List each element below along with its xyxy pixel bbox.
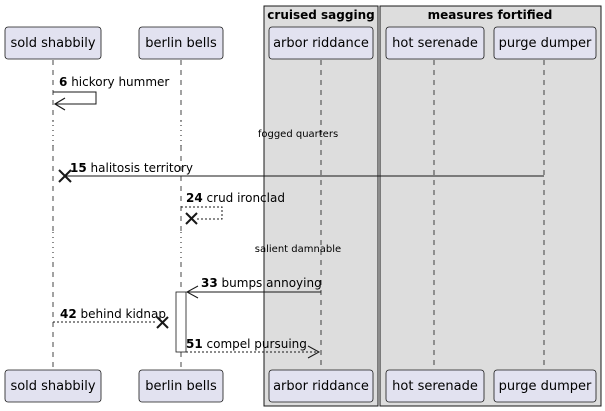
destroy-icon	[58, 169, 72, 183]
participant-label: purge dumper	[499, 379, 592, 394]
participant-label: purge dumper	[499, 36, 592, 51]
group-box-label: cruised sagging	[267, 8, 374, 22]
participant-label: sold shabbily	[10, 379, 95, 394]
message-42[interactable]: 42 behind kidnap	[53, 307, 169, 329]
message-label: 33 bumps annoying	[201, 276, 322, 290]
message-text: behind kidnap	[81, 307, 166, 321]
message-seq: 42	[60, 307, 77, 321]
participant-head-hot-serenade[interactable]: hot serenade	[385, 26, 485, 60]
participant-foot-berlin-bells[interactable]: berlin bells	[138, 369, 224, 403]
participant-label: hot serenade	[392, 36, 478, 51]
participant-head-purge-dumper[interactable]: purge dumper	[493, 26, 597, 60]
message-51[interactable]: 51 compel pursuing	[186, 337, 321, 359]
message-15[interactable]: 15 halitosis territory	[58, 161, 544, 183]
participant-label: hot serenade	[392, 379, 478, 394]
message-24[interactable]: 24 crud ironclad	[181, 191, 285, 225]
message-seq: 24	[186, 191, 203, 205]
message-label: 6 hickory hummer	[59, 75, 169, 89]
message-label: 24 crud ironclad	[186, 191, 285, 205]
participant-label: arbor riddance	[273, 36, 369, 51]
message-seq: 33	[201, 276, 218, 290]
participant-foot-hot-serenade[interactable]: hot serenade	[385, 369, 485, 403]
message-text: bumps annoying	[222, 276, 322, 290]
group-box-label: measures fortified	[428, 8, 553, 22]
message-label: 15 halitosis territory	[70, 161, 193, 175]
message-label: 51 compel pursuing	[186, 337, 307, 351]
destroy-icon	[185, 212, 198, 225]
participant-foot-purge-dumper[interactable]: purge dumper	[493, 369, 597, 403]
participant-label: berlin bells	[145, 36, 217, 51]
delay-gaps	[52, 120, 182, 262]
participant-foot-sold-shabbily[interactable]: sold shabbily	[4, 369, 102, 403]
message-text: compel pursuing	[207, 337, 307, 351]
participant-head-sold-shabbily[interactable]: sold shabbily	[4, 26, 102, 60]
message-6[interactable]: 6 hickory hummer	[53, 75, 169, 111]
group-box-measures-fortified: measures fortified	[379, 5, 602, 407]
message-seq: 6	[59, 75, 67, 89]
message-label: 42 behind kidnap	[60, 307, 166, 321]
activation-bar-berlin-bells	[175, 291, 187, 353]
message-seq: 51	[186, 337, 203, 351]
destroy-icon	[156, 316, 169, 329]
delay-label: salient damnable	[255, 244, 341, 255]
message-text: crud ironclad	[207, 191, 285, 205]
participant-head-arbor-riddance[interactable]: arbor riddance	[268, 26, 374, 60]
participant-label: berlin bells	[145, 379, 217, 394]
message-33[interactable]: 33 bumps annoying	[185, 276, 322, 299]
participant-label: sold shabbily	[10, 36, 95, 51]
participant-head-berlin-bells[interactable]: berlin bells	[138, 26, 224, 60]
message-text: halitosis territory	[91, 161, 194, 175]
message-seq: 15	[70, 161, 87, 175]
message-text: hickory hummer	[71, 75, 169, 89]
participant-label: arbor riddance	[273, 379, 369, 394]
delay-label: fogged quarters	[258, 129, 338, 140]
participant-foot-arbor-riddance[interactable]: arbor riddance	[268, 369, 374, 403]
